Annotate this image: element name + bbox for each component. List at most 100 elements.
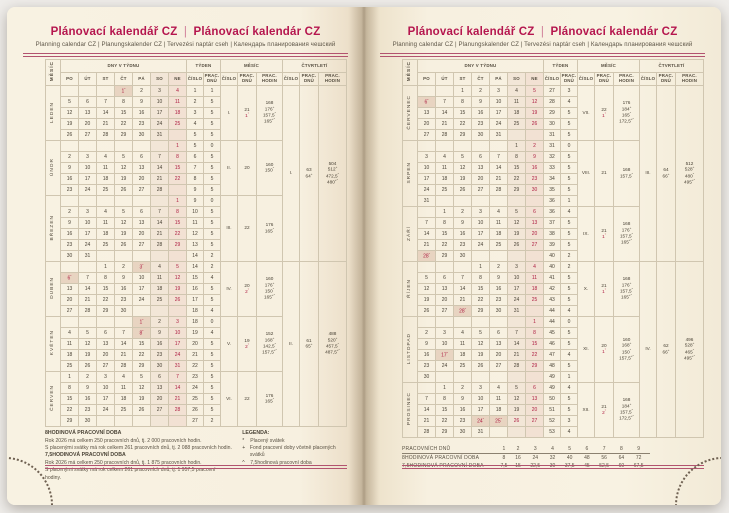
day-cell: 8 (525, 327, 544, 339)
day-cell: 14 (453, 283, 472, 295)
week-number-cell: 38 (543, 228, 561, 240)
day-cell (132, 140, 151, 152)
day-cell: 14 (489, 162, 508, 174)
week-workdays-cell: 5 (203, 349, 221, 361)
day-cell: 27 (150, 404, 169, 416)
day-cell: 3 (471, 382, 490, 394)
week-number-cell: 43 (543, 294, 561, 306)
week-number-cell: 49 (543, 371, 561, 383)
day-cell (489, 426, 508, 438)
week-workdays-cell: 4 (560, 349, 578, 361)
page-title: Plánovací kalendář CZ | Plánovací kalend… (7, 26, 364, 38)
footer-rule (45, 465, 347, 469)
day-cell: 24 (489, 118, 508, 130)
day-cell: 2 (453, 206, 472, 218)
day-cell: 6 (525, 382, 544, 394)
day-cell: 25 (453, 360, 472, 372)
day-cell: 9 (453, 393, 472, 405)
day-cell: 2 (525, 140, 544, 152)
week-number-cell: 3 (186, 107, 204, 119)
day-cell: 20 (60, 294, 79, 306)
day-cell: 23 (132, 118, 151, 130)
day-cell: 2 (471, 85, 490, 97)
day-cell (507, 426, 526, 438)
day-cell: 20 (435, 294, 454, 306)
day-cell: 1 (60, 371, 79, 383)
day-cell: 13 (471, 162, 490, 174)
day-cell (78, 261, 97, 273)
day-cell: 13 (525, 393, 544, 405)
day-cell: 21 (417, 415, 436, 427)
day-cell (150, 250, 169, 262)
day-cell: 14 (78, 283, 97, 295)
week-number-cell: 12 (186, 228, 204, 240)
day-cell (96, 415, 115, 427)
day-cell: 30 (453, 426, 472, 438)
subcolumn-header: PRAC. DNŮ (203, 72, 221, 86)
day-cell (489, 371, 508, 383)
day-cell (150, 305, 169, 317)
week-group-header: TÝDEN (186, 59, 221, 73)
day-cell: 9 (489, 272, 508, 284)
day-cell: 17* (435, 349, 454, 361)
subcolumn-header: PRAC. DNŮ (299, 72, 319, 86)
month-workhours-cell: 176 184+ 165^ 172,5+^ (613, 85, 640, 141)
week-number-cell: 20 (186, 338, 204, 350)
month-workhours-cell: 152 168+ 142,5^ 157,5+^ (256, 316, 283, 372)
mini-value-cell: 6 (580, 445, 594, 454)
legend-title: LEGENDA: (242, 430, 270, 436)
week-number-cell: 6 (186, 151, 204, 163)
day-cell: 7 (78, 272, 97, 284)
day-cell: 5 (525, 85, 544, 97)
day-cell: 28* (453, 305, 472, 317)
day-cell: 28 (507, 360, 526, 372)
day-cell: 13 (96, 338, 115, 350)
week-number-cell: 28 (543, 96, 561, 108)
day-cell: 18 (96, 228, 115, 240)
quarter-workdays-cell: 61 65+ (299, 261, 319, 427)
week-workdays-cell: 5 (203, 129, 221, 141)
day-cell (114, 140, 133, 152)
week-number-cell: 24 (186, 382, 204, 394)
week-workdays-cell: 5 (203, 151, 221, 163)
week-number-cell: 40 (543, 250, 561, 262)
mini-value-cell: 24 (532, 455, 539, 461)
day-header-ne: NE (168, 72, 187, 86)
day-cell: 18 (168, 107, 187, 119)
mini-value-cell: 52,5 (599, 463, 610, 469)
week-number-cell: 37 (543, 217, 561, 229)
quarter-number-cell: I. (282, 85, 300, 262)
day-cell: 26 (114, 184, 133, 196)
day-cell: 14 (417, 228, 436, 240)
day-cell: 20 (471, 173, 490, 185)
day-cell: 10 (150, 96, 169, 108)
day-cell: 1 (435, 382, 454, 394)
week-number-cell: 50 (543, 393, 561, 405)
planning-table-right: MĚSÍC DNY V TÝDNU TÝDEN MĚSÍC ČTVRTLETÍ PO ÚT S… (402, 59, 704, 438)
day-cell: 22 (96, 294, 115, 306)
day-cell: 25 (96, 184, 115, 196)
month-workhours-cell: 176 165^ (256, 371, 283, 427)
month-number-cell: I. (220, 85, 238, 141)
footer-left: 8HODINOVÁ PRACOVNÍ DOBA Rok 2026 má celk… (45, 430, 347, 482)
day-cell: 28 (96, 129, 115, 141)
day-cell: 15 (60, 393, 79, 405)
day-header-so: SO (150, 72, 169, 86)
day-cell (435, 195, 454, 207)
day-cell: 22 (168, 228, 187, 240)
day-cell: 16 (471, 107, 490, 119)
day-cell (132, 305, 151, 317)
day-cell (471, 140, 490, 152)
page-title: Plánovací kalendář CZ | Plánovací kalend… (364, 26, 721, 38)
day-cell: 4 (168, 85, 187, 97)
day-cell: 3 (507, 261, 526, 273)
month-label: PROSINEC (402, 382, 418, 438)
day-cell (78, 316, 97, 328)
day-cell: 26 (168, 294, 187, 306)
day-cell: 5 (78, 327, 97, 339)
week-workdays-cell: 1 (203, 85, 221, 97)
day-cell: 26 (471, 360, 490, 372)
month-workdays-cell: 22 (237, 195, 257, 262)
day-cell: 27 (60, 305, 79, 317)
day-cell: 9 (150, 327, 169, 339)
